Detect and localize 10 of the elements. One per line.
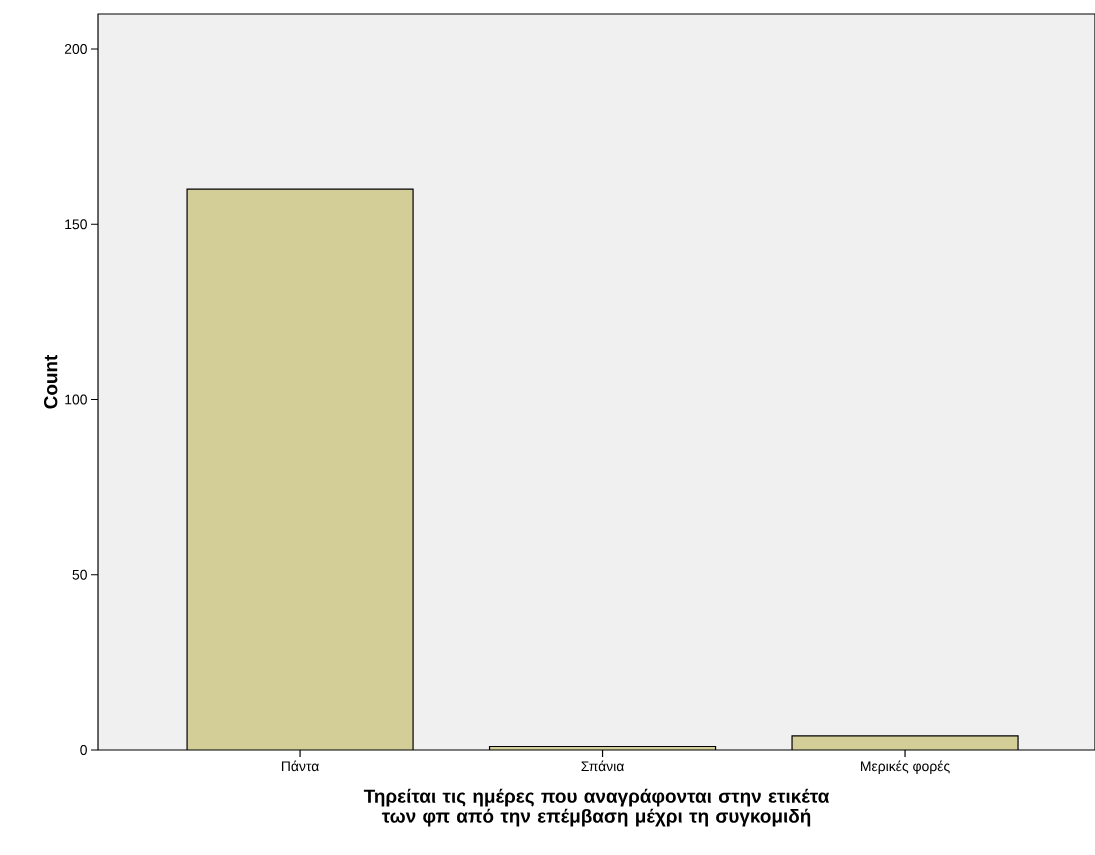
y-tick-label: 0 [80,745,87,755]
y-axis-title: Count [43,354,58,409]
x-tick-label: Μερικές φορές [861,760,950,774]
y-tick-label: 150 [65,219,87,230]
x-tick-label: Σπάνια [581,760,624,772]
x-tick-label: Πάντα [281,760,319,772]
y-tick-label: 100 [65,394,87,405]
x-axis-title: Τηρείται τις ημέρες που αναγράφονται στην ετικέτα των φπ από την επέμβαση μέχρι τη συγκομιδή [363,788,830,827]
y-tick-label: 50 [72,569,87,580]
y-tick-label: 200 [64,44,87,54]
